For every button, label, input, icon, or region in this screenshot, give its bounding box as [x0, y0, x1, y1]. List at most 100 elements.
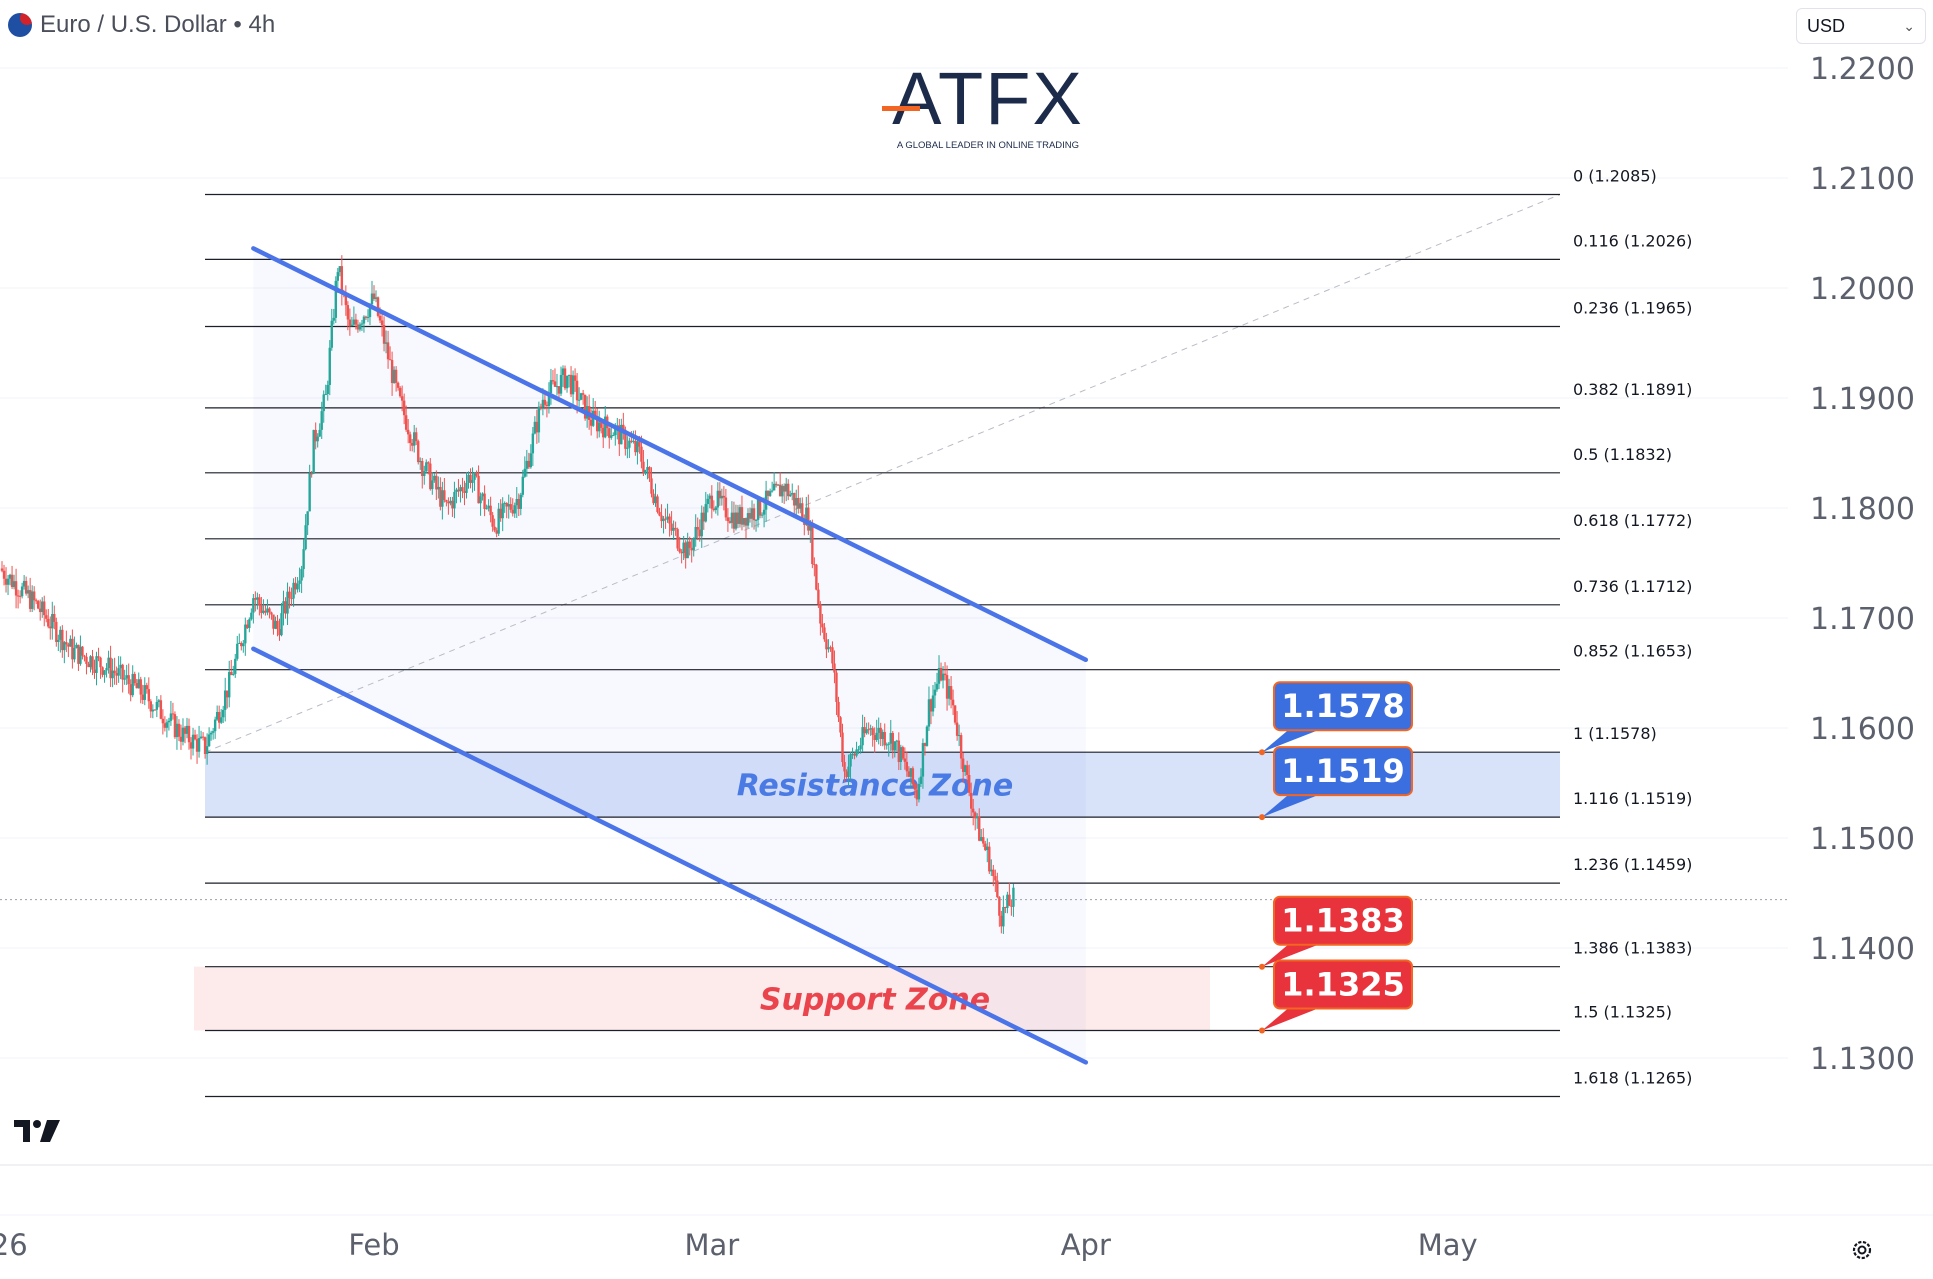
candle-body	[328, 347, 331, 385]
currency-select[interactable]: USD ⌄	[1796, 8, 1926, 44]
candle-body	[799, 503, 802, 509]
candle-body	[439, 486, 442, 507]
candle-body	[680, 551, 683, 554]
candle-body	[608, 428, 611, 438]
candle-body	[322, 394, 325, 412]
candle-body	[453, 491, 456, 509]
candle-body	[869, 728, 872, 730]
candle-body	[135, 683, 138, 689]
candle-body	[965, 765, 969, 775]
candle-body	[770, 490, 774, 492]
candle-body	[461, 487, 464, 492]
candle-body	[768, 491, 772, 496]
time-axis-tick-label: Apr	[1061, 1228, 1111, 1262]
candle-body	[380, 320, 384, 326]
candle-body	[595, 415, 599, 432]
descending-channel[interactable]	[251, 246, 1089, 1065]
candle-body	[485, 508, 488, 510]
candle-body	[268, 608, 271, 613]
candle-body	[326, 384, 329, 394]
candle-body	[672, 527, 675, 531]
candle-body	[408, 434, 412, 444]
candle-body	[219, 717, 223, 723]
candle-body	[720, 495, 724, 499]
candle-body	[881, 732, 884, 739]
callout-pointer	[1262, 1008, 1318, 1031]
candle-body	[642, 461, 645, 473]
candle-body	[670, 523, 673, 531]
candle-body	[400, 396, 404, 401]
candle-body	[372, 293, 376, 299]
candle-body	[284, 601, 287, 614]
time-axis-tick-label: Feb	[348, 1228, 399, 1262]
candle-body	[577, 399, 581, 401]
candle-body	[919, 776, 923, 784]
settings-gear-icon[interactable]	[1848, 1236, 1876, 1264]
candle-body	[969, 792, 973, 809]
candle-body	[754, 519, 758, 521]
candle-body	[994, 876, 997, 881]
candle-body	[931, 695, 935, 712]
candle-body	[69, 638, 72, 647]
atfx-logo: ATFX A GLOBAL LEADER IN ONLINE TRADING	[882, 58, 1082, 151]
candle-body	[77, 644, 80, 664]
candle-body	[358, 324, 362, 330]
candle-body	[211, 731, 215, 733]
candle-body	[49, 626, 52, 629]
candle-body	[18, 595, 22, 597]
candle-body	[998, 897, 1001, 916]
candle-body	[199, 736, 203, 739]
candle-body	[280, 613, 283, 636]
candle-body	[115, 673, 118, 676]
candle-body	[600, 422, 603, 428]
time-axis[interactable]: 026 Feb Mar Apr May	[0, 1228, 1478, 1262]
candle-body	[972, 808, 975, 813]
candle-body	[875, 732, 878, 741]
candle-body	[795, 497, 798, 506]
candle-body	[495, 530, 498, 534]
candle-body	[752, 508, 756, 521]
candle-body	[774, 483, 778, 486]
candle-body	[93, 669, 96, 673]
candle-body	[503, 502, 506, 504]
candle-body	[0, 568, 4, 571]
candle-body	[951, 699, 955, 706]
symbol-title: Euro / U.S. Dollar • 4h	[40, 11, 276, 38]
candle-body	[525, 460, 529, 469]
candle-body	[197, 738, 201, 752]
candle-body	[634, 440, 637, 453]
price-axis[interactable]: 1.2200 1.2100 1.2000 1.1900 1.1800 1.1700 1.16…	[1810, 52, 1915, 1077]
candle-body	[334, 280, 337, 318]
candle-body	[760, 514, 764, 516]
candle-body	[191, 734, 195, 749]
tradingview-logo-icon[interactable]	[14, 1118, 62, 1144]
candle-body	[411, 443, 414, 446]
candle-body	[179, 736, 183, 742]
candle-body	[722, 495, 726, 498]
candle-body	[145, 685, 148, 690]
price-axis-tick-label: 1.1500	[1810, 822, 1915, 857]
candle-body	[137, 679, 140, 689]
candle-body	[841, 732, 844, 763]
candle-body	[340, 266, 344, 293]
fib-level-label: 1.236 (1.1459)	[1573, 855, 1692, 874]
candle-body	[270, 612, 273, 615]
symbol-header[interactable]: Euro / U.S. Dollar • 4h	[8, 10, 275, 40]
candle-body	[423, 471, 426, 477]
candle-body	[248, 619, 251, 628]
candle-body	[415, 432, 418, 442]
candle-body	[406, 429, 410, 435]
candle-body	[139, 679, 142, 695]
candle-body	[230, 672, 233, 675]
candle-body	[899, 747, 903, 762]
candle-body	[513, 505, 516, 514]
candle-body	[256, 597, 259, 600]
candle-body	[776, 484, 780, 486]
candle-body	[805, 507, 808, 525]
candle-body	[300, 569, 303, 581]
fib-level-label: 0.116 (1.2026)	[1573, 231, 1692, 250]
candle-body	[30, 591, 34, 609]
candle-body	[843, 762, 846, 772]
candle-body	[213, 719, 217, 732]
